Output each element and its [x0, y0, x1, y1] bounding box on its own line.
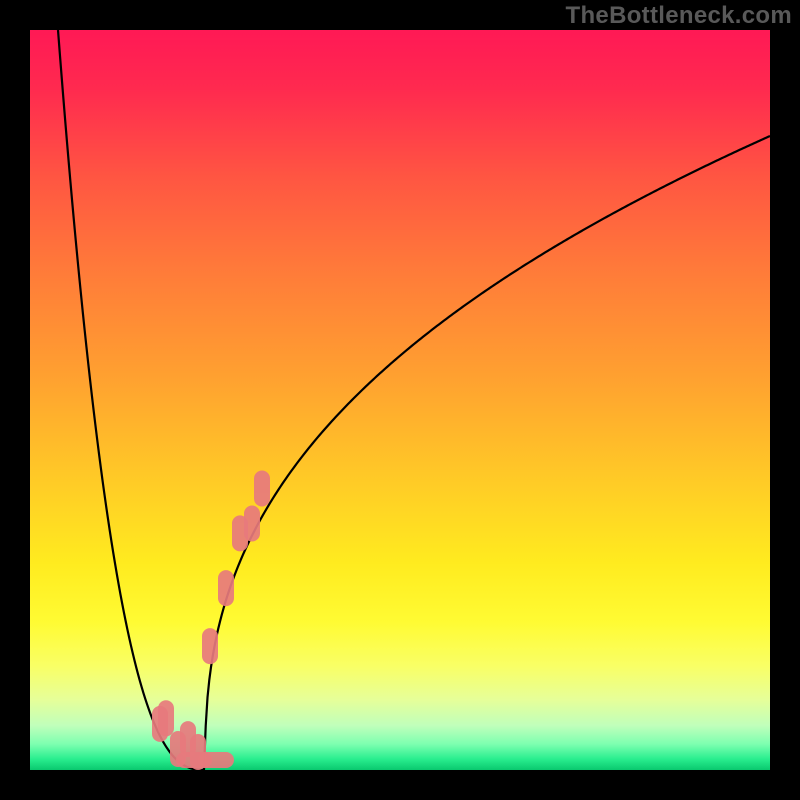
marker-pill — [244, 506, 260, 542]
watermark-text: TheBottleneck.com — [566, 2, 792, 30]
gradient-panel — [30, 30, 770, 770]
marker-pill — [158, 700, 174, 736]
stage: TheBottleneck.com — [0, 0, 800, 800]
marker-pill-foot — [198, 752, 234, 768]
chart-svg — [0, 0, 800, 800]
marker-pill — [218, 570, 234, 606]
marker-pill — [254, 471, 270, 507]
marker-pill — [202, 628, 218, 664]
